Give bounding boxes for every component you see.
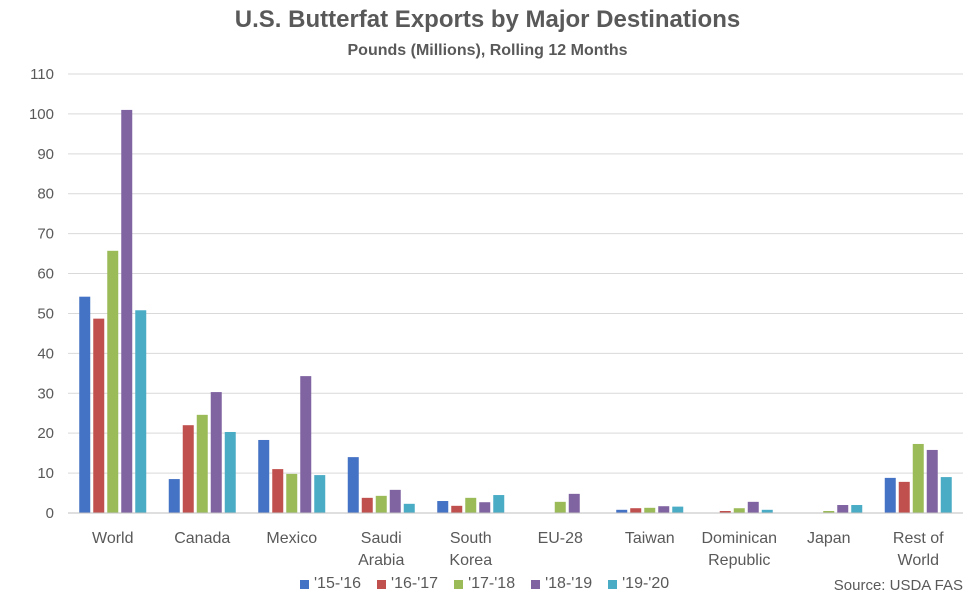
legend-label: '19-'20 (622, 575, 670, 592)
x-tick-label: Canada (174, 530, 230, 547)
bar (568, 493, 580, 513)
bar (733, 508, 745, 513)
bar (437, 501, 449, 513)
x-tick-label: Mexico (266, 530, 317, 547)
bar (898, 481, 910, 513)
y-tick-label: 70 (37, 226, 54, 243)
bar (644, 507, 656, 513)
bar (375, 495, 387, 513)
bar (258, 439, 270, 513)
legend-item: '19-'20 (608, 575, 669, 593)
bar (196, 414, 208, 513)
bar (630, 508, 642, 513)
bar (719, 511, 731, 513)
bar (121, 109, 133, 513)
legend-swatch (300, 579, 309, 589)
legend-item: '16-'17 (377, 575, 438, 593)
bar (182, 425, 194, 513)
y-tick-label: 30 (37, 385, 54, 402)
x-tick-label: Dominican (701, 530, 777, 547)
legend-label: '15-'16 (314, 575, 362, 592)
legend-swatch (531, 579, 541, 589)
bar (168, 479, 180, 513)
legend-item: '17-'18 (454, 575, 515, 593)
bar (940, 477, 952, 513)
legend-swatch (377, 579, 387, 589)
bar (107, 250, 119, 513)
bar (479, 502, 491, 513)
bar (93, 318, 105, 513)
x-tick-label: South (450, 530, 492, 547)
legend-label: '17-'18 (468, 575, 516, 592)
x-tick-label: Republic (708, 552, 770, 569)
gridlines (68, 73, 963, 474)
legend-swatch (608, 579, 618, 589)
chart-subtitle: Pounds (Millions), Rolling 12 Months (347, 42, 628, 59)
y-axis-ticks: 0 10 20 30 40 50 60 70 80 90 100 110 (29, 66, 54, 522)
legend: '15-'16 '16-'17 '17-'18 '18-'19 '19-'20 (300, 575, 669, 593)
y-tick-label: 40 (37, 345, 54, 362)
bar (837, 505, 849, 513)
source-note: Source: USDA FAS (833, 577, 963, 594)
x-tick-label: Arabia (358, 552, 404, 569)
bar (403, 503, 415, 513)
bar (912, 443, 924, 513)
bar (493, 495, 505, 513)
y-tick-label: 50 (37, 305, 54, 322)
bar (747, 501, 759, 513)
y-tick-label: 80 (37, 186, 54, 203)
bar (823, 511, 835, 513)
legend-item: '15-'16 (300, 575, 361, 593)
y-tick-label: 0 (46, 505, 54, 522)
y-tick-label: 90 (37, 146, 54, 163)
x-tick-label: Korea (449, 552, 492, 569)
x-tick-label: World (92, 530, 134, 547)
bar (465, 497, 477, 513)
bar (361, 497, 373, 513)
legend-item: '18-'19 (531, 575, 592, 593)
bar (286, 473, 298, 513)
bars (79, 109, 952, 513)
bar (347, 457, 359, 513)
bar (79, 296, 91, 513)
y-tick-label: 110 (30, 66, 54, 83)
bar (658, 506, 670, 513)
y-tick-label: 60 (37, 266, 54, 283)
x-tick-label: World (898, 552, 940, 569)
x-tick-label: Saudi (361, 530, 402, 547)
legend-label: '18-'19 (545, 575, 593, 592)
bar (135, 310, 147, 513)
x-tick-label: Japan (807, 530, 851, 547)
legend-swatch (454, 579, 464, 589)
y-tick-label: 100 (29, 106, 54, 123)
legend-label: '16-'17 (391, 575, 439, 592)
x-tick-label: EU-28 (538, 530, 583, 547)
bar (926, 449, 938, 513)
chart-title: U.S. Butterfat Exports by Major Destinat… (234, 6, 741, 33)
bar (210, 392, 222, 513)
x-tick-label: Taiwan (625, 530, 675, 547)
bar (451, 505, 463, 513)
bar (672, 506, 684, 513)
bar (314, 475, 326, 513)
bar (884, 477, 896, 513)
bar (761, 509, 773, 513)
bar (851, 505, 863, 513)
bar (554, 501, 566, 513)
bar (300, 376, 312, 513)
y-tick-label: 20 (37, 425, 54, 442)
bar (389, 489, 401, 513)
x-tick-label: Rest of (893, 530, 944, 547)
y-tick-label: 10 (37, 465, 54, 482)
x-axis-labels: World Canada Mexico Saudi Arabia South Korea EU… (92, 530, 944, 569)
bar (272, 469, 284, 513)
bar (224, 431, 236, 513)
bar (616, 509, 628, 513)
